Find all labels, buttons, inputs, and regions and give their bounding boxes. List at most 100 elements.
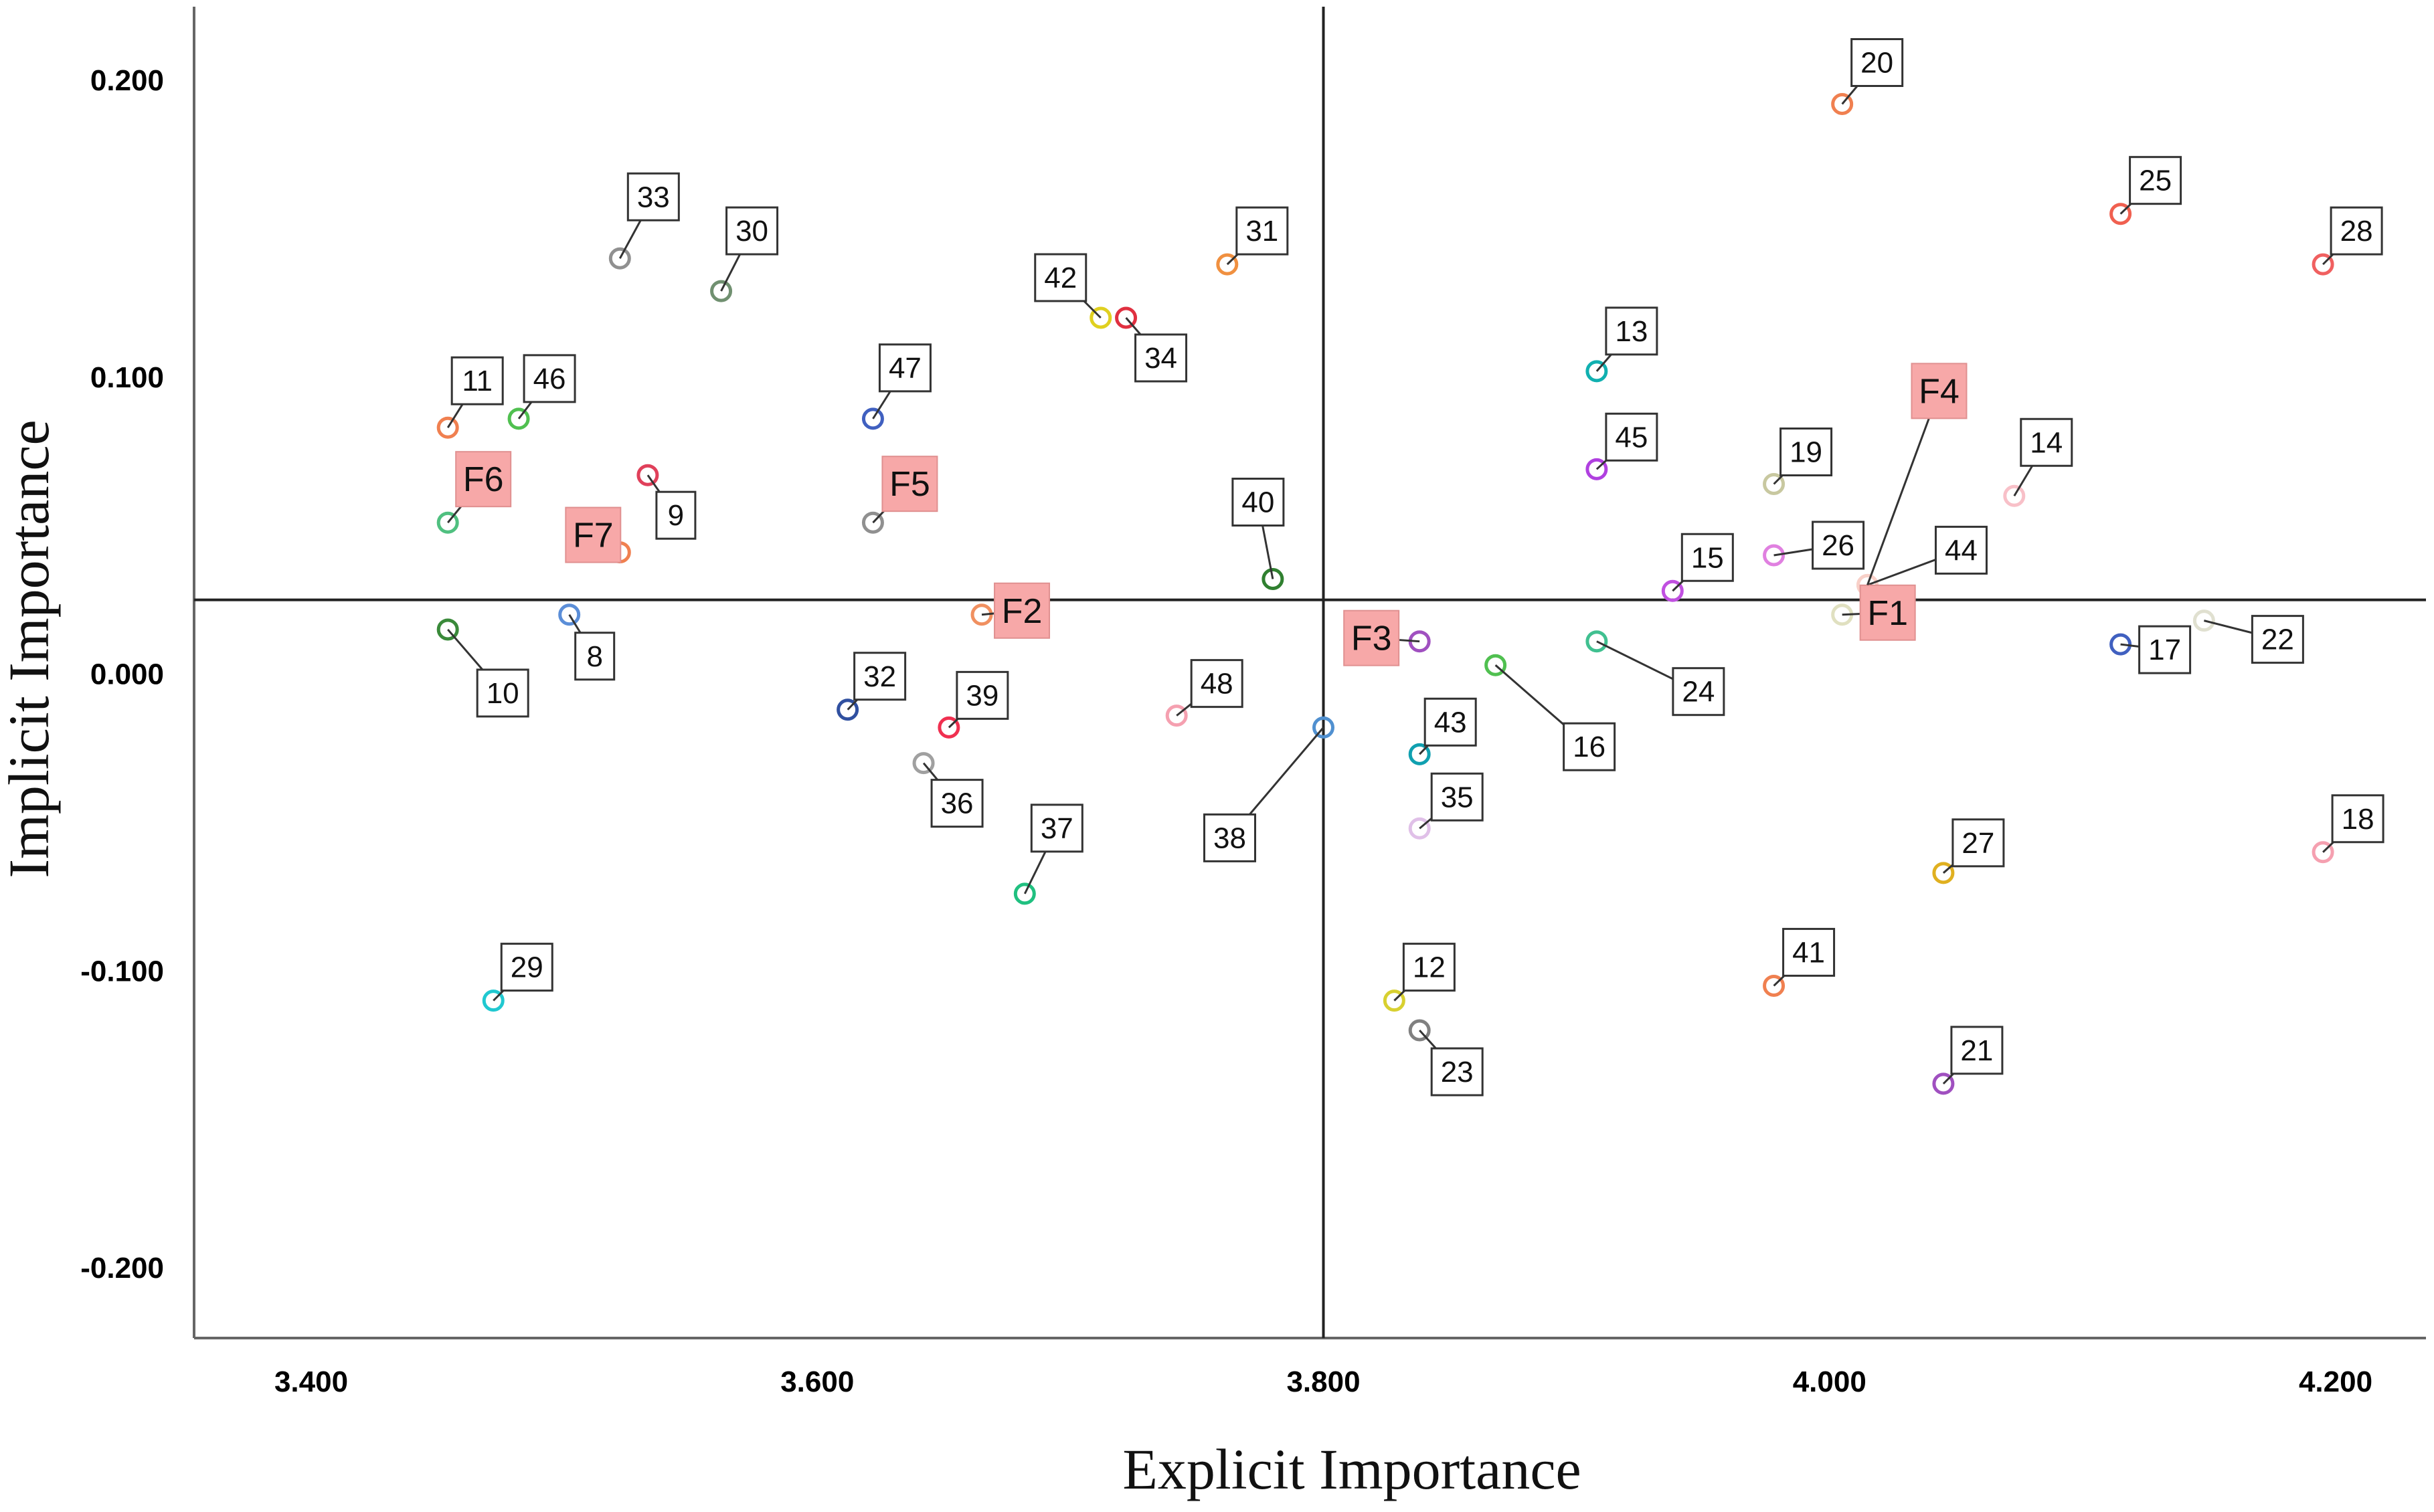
factor-label-box: [565, 506, 622, 563]
point-label: 38: [1213, 822, 1246, 854]
point-label-box: [476, 668, 529, 718]
point-label: 14: [2030, 426, 2063, 459]
point-label-box: [725, 206, 779, 256]
point-label-box: [1812, 521, 1865, 570]
point-label-box: [1605, 412, 1658, 462]
point-label: 13: [1615, 315, 1648, 348]
scatter-point: [1115, 306, 1138, 329]
point-label: 40: [1241, 486, 1274, 519]
scatter-point: [1013, 882, 1036, 905]
scatter-point: [1661, 579, 1684, 602]
scatter-point: [1831, 93, 1854, 115]
point-label-box: [878, 343, 932, 393]
scatter-point: [2109, 203, 2132, 225]
point-label: 10: [487, 677, 519, 710]
x-tick-label: 3.400: [274, 1365, 348, 1398]
scatter-point: [1763, 544, 1786, 567]
point-label-box: [1203, 813, 1256, 862]
x-tick-label: 4.000: [1793, 1365, 1866, 1398]
x-axis-title: Explicit Importance: [1122, 1437, 1581, 1501]
point-label: 8: [586, 640, 602, 673]
point-label-box: [1563, 722, 1616, 771]
scatter-point: [1408, 743, 1431, 765]
x-tick-label: 3.600: [780, 1365, 854, 1398]
scatter-point: [938, 716, 960, 739]
point-label-box: [1951, 818, 2005, 868]
point-label: 47: [889, 352, 922, 385]
scatter-point: [436, 618, 459, 641]
point-label: 12: [1413, 951, 1446, 984]
scatter-point: [1484, 654, 1507, 676]
factor-label-box: [1859, 584, 1916, 641]
point-label-box: [1680, 533, 1734, 582]
point-label: 15: [1691, 541, 1724, 574]
point-label: 29: [511, 951, 543, 984]
point-label-box: [500, 943, 553, 992]
point-label-box: [1850, 38, 1904, 87]
point-label-box: [2331, 794, 2384, 844]
scatter-point: [1585, 458, 1608, 480]
scatter-point: [2312, 841, 2334, 864]
factor-label: F7: [573, 516, 614, 555]
point-labels: 8 9 10 11 12 13 14 15 16 17 18 19 20 21 22 23 24 25 26 27 28…: [446, 38, 2384, 1097]
point-label: 26: [1822, 529, 1854, 562]
point-label-box: [930, 779, 984, 828]
scatter-point: [2109, 633, 2132, 656]
point-label: 41: [1792, 936, 1825, 969]
factor-label: F2: [1002, 592, 1043, 631]
point-label-box: [2020, 417, 2073, 467]
point-label: 36: [941, 787, 974, 820]
point-label-box: [574, 632, 616, 681]
point-label: 21: [1960, 1034, 1993, 1067]
point-label: 9: [668, 499, 684, 532]
scatter-point: [2312, 253, 2334, 276]
factor-label-box: [1911, 363, 1968, 419]
factor-label-box: [455, 451, 512, 508]
point-label-box: [1605, 306, 1658, 356]
factor-label: F4: [1919, 372, 1960, 411]
factor-label: F5: [889, 465, 930, 504]
scatter-point: [1312, 716, 1334, 739]
point-label-box: [1030, 804, 1083, 853]
point-label: 16: [1573, 731, 1605, 763]
factor-label-box: [1343, 609, 1400, 666]
y-axis-title: Implicit Importance: [0, 419, 61, 878]
point-label-box: [1034, 253, 1088, 302]
scatter-point: [1585, 630, 1608, 653]
point-label: 37: [1041, 812, 1073, 845]
point-label-box: [1779, 428, 1833, 476]
point-label-box: [853, 652, 907, 701]
factor-label: F3: [1351, 620, 1392, 658]
point-label: 42: [1044, 262, 1077, 294]
point-label: 18: [2342, 803, 2374, 836]
point-label: 31: [1245, 215, 1278, 248]
point-label-box: [2251, 615, 2304, 664]
scatter-point: [710, 280, 733, 302]
point-label: 17: [2148, 634, 2181, 666]
factor-label-box: [881, 456, 938, 512]
point-label-box: [2330, 206, 2383, 256]
point-label: 20: [1860, 47, 1893, 80]
point-label: 32: [863, 660, 896, 693]
point-label: 25: [2139, 165, 2172, 197]
point-label-box: [1430, 1047, 1484, 1097]
point-label: 11: [462, 365, 493, 397]
scatter-point: [1090, 306, 1112, 329]
point-label-box: [2129, 156, 2182, 205]
scatter-point: [1763, 974, 1786, 997]
scatter-point: [1932, 862, 1955, 884]
scatter-point: [1165, 704, 1188, 727]
point-label: 22: [2261, 624, 2294, 656]
scatter-point: [861, 407, 884, 430]
point-label: 24: [1682, 676, 1715, 708]
scatter-point: [2003, 484, 2026, 507]
scatter-point: [1585, 360, 1608, 383]
point-label-box: [450, 356, 504, 405]
point-label-box: [1231, 478, 1285, 527]
point-label: 28: [2340, 215, 2373, 248]
factor-label: F6: [463, 460, 504, 499]
point-label: 19: [1790, 436, 1822, 469]
point-label-box: [1672, 667, 1725, 717]
scatter-point: [436, 416, 459, 439]
